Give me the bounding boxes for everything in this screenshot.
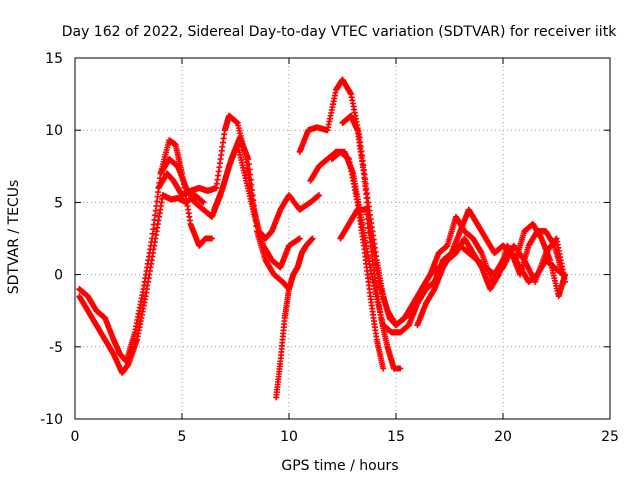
data-point bbox=[315, 192, 322, 199]
plot-frame bbox=[74, 57, 611, 420]
y-tick-label: 15 bbox=[45, 51, 63, 67]
interp-point bbox=[251, 207, 258, 214]
data-point bbox=[380, 365, 387, 372]
data-point bbox=[397, 365, 404, 372]
interp-point bbox=[249, 187, 256, 194]
data-point bbox=[245, 156, 252, 163]
interp-point bbox=[249, 192, 256, 199]
data-point bbox=[559, 271, 566, 278]
interp-point bbox=[245, 161, 252, 168]
data-point bbox=[309, 235, 316, 242]
interp-point bbox=[250, 197, 257, 204]
axis-ticks: 0 5 10 15 20 25 -10 -5 0 5 10 15 bbox=[40, 51, 619, 445]
interp-point bbox=[247, 171, 254, 178]
series-track-e bbox=[211, 134, 292, 293]
x-tick-label: 15 bbox=[387, 429, 405, 445]
y-tick-label: 10 bbox=[45, 123, 63, 139]
series-track-l bbox=[414, 206, 566, 329]
series-track-f bbox=[273, 235, 316, 401]
x-tick-label: 0 bbox=[71, 429, 80, 445]
x-tick-label: 20 bbox=[494, 429, 512, 445]
interp-point bbox=[252, 217, 259, 224]
grid-lines bbox=[75, 58, 610, 419]
series-track-a bbox=[76, 192, 207, 376]
interp-point bbox=[252, 212, 259, 219]
y-axis-label: SDTVAR / TECUs bbox=[6, 180, 22, 295]
interp-point bbox=[250, 202, 257, 209]
data-points bbox=[76, 76, 569, 401]
data-point bbox=[208, 235, 215, 242]
x-axis-label: GPS time / hours bbox=[281, 458, 398, 474]
series-track-h bbox=[307, 148, 566, 336]
interp-point bbox=[246, 166, 253, 173]
series-track-c bbox=[155, 112, 322, 242]
series-track-k bbox=[328, 148, 387, 372]
y-tick-label: 5 bbox=[54, 195, 63, 211]
interp-point bbox=[248, 181, 255, 188]
series-track-j bbox=[337, 206, 404, 372]
y-tick-label: 0 bbox=[54, 268, 63, 284]
y-tick-label: -5 bbox=[49, 340, 63, 356]
interp-point bbox=[253, 223, 260, 230]
x-tick-label: 25 bbox=[601, 429, 619, 445]
y-tick-label: -10 bbox=[40, 412, 63, 428]
data-point bbox=[200, 199, 207, 206]
data-point bbox=[296, 235, 303, 242]
chart-title: Day 162 of 2022, Sidereal Day-to-day VTE… bbox=[62, 24, 617, 40]
interp-point bbox=[247, 176, 254, 183]
x-tick-label: 5 bbox=[178, 429, 187, 445]
x-tick-label: 10 bbox=[280, 429, 298, 445]
